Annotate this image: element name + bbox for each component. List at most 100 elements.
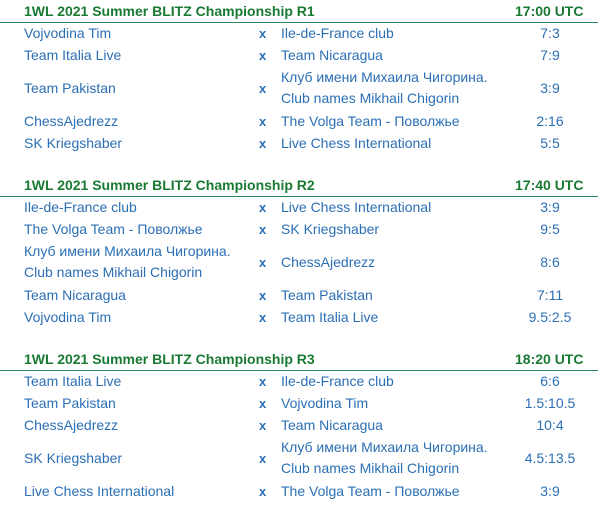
match-row: Team Pakistan x Клуб имени Михаила Чигорин… bbox=[0, 67, 598, 111]
match-score[interactable]: 7:11 bbox=[536, 287, 564, 303]
home-team-line-1[interactable]: Team Pakistan bbox=[24, 80, 116, 96]
home-team-line-1[interactable]: Team Italia Live bbox=[24, 47, 122, 63]
home-team-line-1[interactable]: Team Nicaragua bbox=[24, 287, 126, 303]
away-team[interactable]: Ile-de-France club bbox=[281, 371, 394, 392]
away-team-line-1[interactable]: The Volga Team - Поволжье bbox=[281, 483, 460, 499]
round-section: 1WL 2021 Summer BLITZ Championship R1 17:… bbox=[0, 0, 598, 151]
home-team[interactable]: Team Pakistan bbox=[24, 78, 116, 99]
home-team[interactable]: SK Kriegshaber bbox=[24, 133, 122, 154]
match-score[interactable]: 10:4 bbox=[536, 417, 564, 433]
match-score[interactable]: 5:5 bbox=[540, 135, 560, 151]
away-team-line-1[interactable]: Клуб имени Михаила Чигорина. bbox=[281, 69, 488, 85]
away-team[interactable]: Team Italia Live bbox=[281, 307, 378, 328]
home-team[interactable]: Live Chess International bbox=[24, 481, 174, 502]
match-score[interactable]: 1.5:10.5 bbox=[524, 395, 576, 411]
away-team[interactable]: Live Chess International bbox=[281, 133, 431, 154]
match-score[interactable]: 6:6 bbox=[540, 373, 560, 389]
match-row: Team Nicaragua x Team Pakistan 7:11 bbox=[0, 285, 598, 307]
match-row: Vojvodina Tim x Ile-de-France club 7:3 bbox=[0, 23, 598, 45]
away-team-line-1[interactable]: SK Kriegshaber bbox=[281, 221, 380, 237]
home-team-line-1[interactable]: ChessAjedrezz bbox=[24, 113, 119, 129]
round-title[interactable]: 1WL 2021 Summer BLITZ Championship R2 bbox=[24, 177, 315, 193]
match-score[interactable]: 2:16 bbox=[536, 113, 564, 129]
away-team[interactable]: ChessAjedrezz bbox=[281, 252, 375, 273]
away-team[interactable]: The Volga Team - Поволжье bbox=[281, 111, 460, 132]
match-row: Team Italia Live x Team Nicaragua 7:9 bbox=[0, 45, 598, 67]
home-team-line-1[interactable]: Vojvodina Tim bbox=[24, 309, 112, 325]
versus-marker: x bbox=[259, 114, 267, 129]
away-team-line-1[interactable]: Live Chess International bbox=[281, 199, 432, 215]
home-team[interactable]: Team Pakistan bbox=[24, 393, 116, 414]
home-team-line-1[interactable]: Team Italia Live bbox=[24, 373, 122, 389]
match-score[interactable]: 7:3 bbox=[540, 25, 560, 41]
home-team[interactable]: Клуб имени Михаила Чигорина. Club names M… bbox=[24, 241, 231, 283]
home-team-line-1[interactable]: Live Chess International bbox=[24, 483, 175, 499]
away-team-line-1[interactable]: Ile-de-France club bbox=[281, 25, 394, 41]
versus-marker: x bbox=[259, 288, 267, 303]
away-team[interactable]: Клуб имени Михаила Чигорина. Club names M… bbox=[281, 437, 488, 479]
away-team-line-1[interactable]: The Volga Team - Поволжье bbox=[281, 113, 460, 129]
home-team[interactable]: The Volga Team - Поволжье bbox=[24, 219, 203, 240]
match-score[interactable]: 4.5:13.5 bbox=[524, 450, 576, 466]
home-team[interactable]: Ile-de-France club bbox=[24, 197, 137, 218]
away-team-line-2[interactable]: Club names Mikhail Chigorin bbox=[281, 460, 460, 476]
home-team-line-1[interactable]: SK Kriegshaber bbox=[24, 450, 123, 466]
home-team[interactable]: SK Kriegshaber bbox=[24, 448, 122, 469]
versus-marker: x bbox=[259, 200, 267, 215]
match-row: Клуб имени Михаила Чигорина. Club names M… bbox=[0, 241, 598, 285]
versus-marker: x bbox=[259, 136, 267, 151]
away-team-line-1[interactable]: Team Pakistan bbox=[281, 287, 373, 303]
versus-marker: x bbox=[259, 396, 267, 411]
home-team-line-1[interactable]: The Volga Team - Поволжье bbox=[24, 221, 203, 237]
away-team-line-1[interactable]: Team Italia Live bbox=[281, 309, 379, 325]
match-score[interactable]: 9.5:2.5 bbox=[528, 309, 572, 325]
match-score[interactable]: 3:9 bbox=[540, 199, 560, 215]
home-team[interactable]: Vojvodina Tim bbox=[24, 23, 111, 44]
away-team[interactable]: Team Nicaragua bbox=[281, 415, 383, 436]
away-team-line-1[interactable]: Live Chess International bbox=[281, 135, 432, 151]
versus-marker: x bbox=[259, 26, 267, 41]
away-team-line-1[interactable]: Team Nicaragua bbox=[281, 47, 383, 63]
home-team[interactable]: ChessAjedrezz bbox=[24, 415, 118, 436]
home-team-line-1[interactable]: SK Kriegshaber bbox=[24, 135, 123, 151]
home-team[interactable]: Team Italia Live bbox=[24, 45, 121, 66]
home-team[interactable]: Team Italia Live bbox=[24, 371, 121, 392]
away-team[interactable]: SK Kriegshaber bbox=[281, 219, 379, 240]
match-score[interactable]: 9:5 bbox=[540, 221, 560, 237]
match-row: SK Kriegshaber x Live Chess International 5… bbox=[0, 133, 598, 155]
away-team[interactable]: The Volga Team - Поволжье bbox=[281, 481, 460, 502]
away-team[interactable]: Live Chess International bbox=[281, 197, 431, 218]
away-team-line-1[interactable]: Vojvodina Tim bbox=[281, 395, 369, 411]
away-team-line-1[interactable]: Клуб имени Михаила Чигорина. bbox=[281, 439, 488, 455]
away-team-line-1[interactable]: Team Nicaragua bbox=[281, 417, 383, 433]
versus-marker: x bbox=[259, 222, 267, 237]
away-team[interactable]: Team Nicaragua bbox=[281, 45, 383, 66]
away-team[interactable]: Клуб имени Михаила Чигорина. Club names M… bbox=[281, 67, 488, 109]
home-team-line-1[interactable]: ChessAjedrezz bbox=[24, 417, 119, 433]
home-team-line-1[interactable]: Клуб имени Михаила Чигорина. bbox=[24, 243, 231, 259]
round-title[interactable]: 1WL 2021 Summer BLITZ Championship R3 bbox=[24, 351, 315, 367]
home-team[interactable]: Team Nicaragua bbox=[24, 285, 126, 306]
home-team-line-2[interactable]: Club names Mikhail Chigorin bbox=[24, 264, 203, 280]
versus-marker: x bbox=[259, 81, 267, 96]
home-team-line-1[interactable]: Team Pakistan bbox=[24, 395, 116, 411]
round-title[interactable]: 1WL 2021 Summer BLITZ Championship R1 bbox=[24, 3, 315, 19]
match-score[interactable]: 7:9 bbox=[540, 47, 560, 63]
round-section: 1WL 2021 Summer BLITZ Championship R2 17:… bbox=[0, 174, 598, 325]
away-team-line-1[interactable]: ChessAjedrezz bbox=[281, 254, 376, 270]
away-team[interactable]: Team Pakistan bbox=[281, 285, 373, 306]
away-team-line-2[interactable]: Club names Mikhail Chigorin bbox=[281, 90, 460, 106]
match-score[interactable]: 3:9 bbox=[540, 80, 560, 96]
match-score[interactable]: 3:9 bbox=[540, 483, 560, 499]
away-team[interactable]: Ile-de-France club bbox=[281, 23, 394, 44]
match-score[interactable]: 8:6 bbox=[540, 254, 560, 270]
match-row: Live Chess International x The Volga Team … bbox=[0, 481, 598, 503]
home-team-line-1[interactable]: Vojvodina Tim bbox=[24, 25, 112, 41]
away-team[interactable]: Vojvodina Tim bbox=[281, 393, 368, 414]
match-row: ChessAjedrezz x The Volga Team - Поволжье 2… bbox=[0, 111, 598, 133]
away-team-line-1[interactable]: Ile-de-France club bbox=[281, 373, 394, 389]
match-row: The Volga Team - Поволжье x SK Kriegshaber… bbox=[0, 219, 598, 241]
home-team[interactable]: Vojvodina Tim bbox=[24, 307, 111, 328]
home-team[interactable]: ChessAjedrezz bbox=[24, 111, 118, 132]
home-team-line-1[interactable]: Ile-de-France club bbox=[24, 199, 137, 215]
